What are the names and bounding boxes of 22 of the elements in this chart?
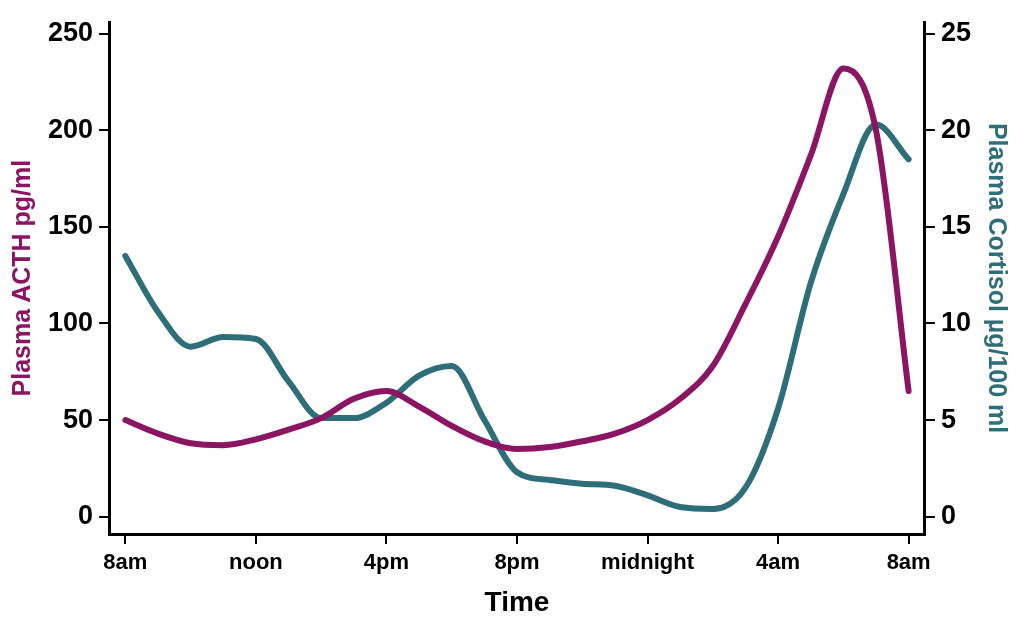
y2-tick-label: 10 (940, 306, 972, 337)
x-axis-title: Time (484, 585, 550, 617)
y-tick-label: 0 (78, 500, 94, 531)
y2-tick-label: 20 (940, 113, 972, 144)
y2-tick-label: 5 (940, 403, 956, 434)
x-tick-label: 8pm (494, 549, 540, 575)
y2-tick-label: 25 (940, 17, 972, 48)
y-axis-title: Plasma ACTH pg/ml (6, 159, 35, 397)
y2-axis-title: Plasma Cortisol µg/100 ml (984, 122, 1013, 434)
x-tick-label: midnight (601, 549, 695, 575)
y-tick-label: 250 (47, 17, 94, 48)
x-tick-label: 8am (103, 549, 148, 575)
y2-tick-label: 15 (940, 210, 972, 241)
y-tick-label: 200 (47, 113, 94, 144)
y-tick-label: 50 (63, 403, 94, 434)
x-tick-label: noon (229, 549, 283, 575)
x-tick-label: 4pm (363, 549, 410, 575)
y-tick-label: 100 (47, 306, 94, 337)
x-tick-label: 4am (756, 549, 801, 575)
x-tick-label: 8am (886, 549, 931, 575)
y2-tick-label: 0 (940, 500, 956, 531)
y-tick-label: 150 (47, 210, 94, 241)
